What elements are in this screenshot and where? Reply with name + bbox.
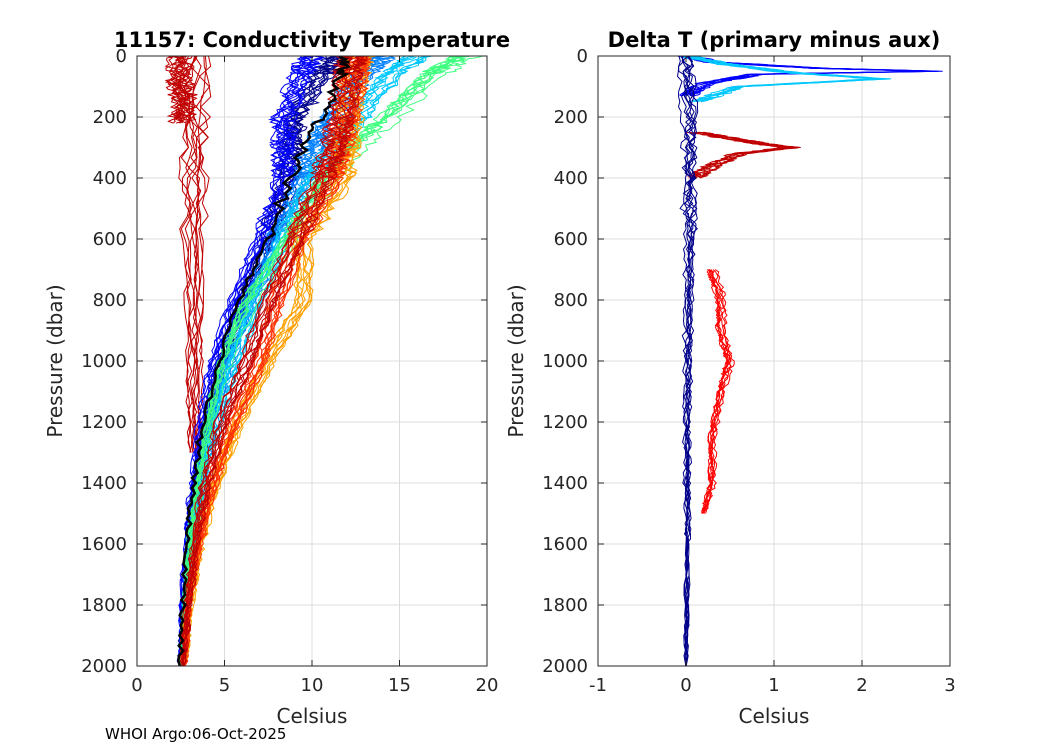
- right-chart-xlabel: Celsius: [739, 704, 810, 728]
- left-chart-ytick-label: 400: [93, 168, 127, 189]
- right-chart-series-line: [684, 56, 881, 103]
- right-chart-ylabel: Pressure (dbar): [504, 284, 528, 437]
- right-chart-series-line: [681, 56, 695, 666]
- right-chart-ytick-label: 1800: [542, 595, 588, 616]
- right-chart-xtick-label: 3: [944, 675, 955, 696]
- right-chart-series-line: [700, 131, 800, 179]
- right-chart-ytick-label: 400: [554, 168, 588, 189]
- left-chart-series-line: [195, 56, 209, 453]
- right-chart-ytick-label: 2000: [542, 656, 588, 677]
- right-chart-ytick-label: 1000: [542, 351, 588, 372]
- left-chart-series-line: [182, 56, 368, 666]
- left-chart-ytick-label: 1600: [81, 534, 127, 555]
- left-chart-ytick-label: 1400: [81, 473, 127, 494]
- left-chart-ytick-label: 600: [93, 229, 127, 250]
- right-chart-ytick-label: 0: [577, 46, 588, 67]
- left-chart-series-line: [180, 56, 192, 453]
- left-chart-series-line: [176, 56, 308, 666]
- right-chart-ytick-label: 1600: [542, 534, 588, 555]
- left-chart-series-line: [181, 56, 349, 666]
- right-chart-series-line: [701, 269, 731, 514]
- panel-right: -1 0 1 2 3 0 200 400 600 800 1000 1200 1400 1600 1800 2…: [504, 28, 956, 728]
- right-chart-series-line: [699, 131, 797, 179]
- left-chart-series-line: [191, 56, 202, 453]
- right-chart-xtick-label: 0: [680, 675, 691, 696]
- left-chart-ytick-label: 1800: [81, 595, 127, 616]
- left-chart-series-line: [164, 56, 181, 124]
- left-chart-series-line: [182, 56, 372, 666]
- left-chart-series-line: [182, 56, 483, 666]
- right-chart-ytick-label: 200: [554, 107, 588, 128]
- left-chart-xlabel: Celsius: [277, 704, 348, 728]
- right-chart-series-line: [684, 56, 697, 666]
- right-chart-xtick-label: -1: [589, 675, 607, 696]
- right-chart-plot-area: [676, 56, 943, 666]
- footer-label: WHOI Argo:06-Oct-2025: [105, 725, 287, 743]
- right-chart-ytick-label: 1200: [542, 412, 588, 433]
- right-chart-series-line: [680, 56, 694, 666]
- left-chart-plot-area: [164, 56, 483, 666]
- left-chart-ytick-label: 800: [93, 290, 127, 311]
- left-chart-series-line: [196, 56, 212, 453]
- right-chart-series-line: [705, 269, 735, 514]
- right-chart-series-line: [678, 56, 692, 666]
- left-chart-xtick-label: 0: [131, 675, 142, 696]
- left-chart-series-line: [182, 56, 368, 666]
- left-chart-series-line: [179, 56, 472, 666]
- right-chart-series-line: [702, 269, 730, 514]
- left-chart-series-line: [168, 56, 183, 124]
- right-chart-series-line: [689, 56, 943, 97]
- left-chart-ytick-label: 0: [116, 46, 127, 67]
- right-chart-series-line: [702, 269, 733, 514]
- left-chart-title: 11157: Conductivity Temperature: [114, 28, 510, 52]
- left-chart-series-line: [179, 56, 354, 666]
- left-chart-xtick-label: 10: [301, 675, 324, 696]
- left-chart-ytick-label: 2000: [81, 656, 127, 677]
- left-chart-xtick-label: 15: [388, 675, 411, 696]
- right-chart-series-line: [692, 56, 883, 103]
- right-chart-xtick-label: 2: [856, 675, 867, 696]
- left-chart-ylabel: Pressure (dbar): [43, 284, 67, 437]
- panel-left: 0 5 10 15 2002004006008001000120014001600180…: [43, 28, 510, 728]
- left-chart-series-line: [177, 56, 351, 666]
- right-chart-ytick-label: 600: [554, 229, 588, 250]
- left-chart-series-line: [173, 56, 187, 124]
- right-chart-ytick-label: 800: [554, 290, 588, 311]
- left-chart-xtick-label: 20: [476, 675, 499, 696]
- right-chart-series-line: [689, 56, 877, 103]
- right-chart-series-line: [698, 131, 801, 179]
- right-chart-series-line: [687, 131, 783, 179]
- right-chart-xtick-label: 1: [768, 675, 779, 696]
- left-chart-ytick-label: 1200: [81, 412, 127, 433]
- left-chart-series-line: [172, 56, 188, 124]
- left-chart-series-line: [179, 56, 346, 666]
- left-chart-series-line: [178, 56, 455, 666]
- left-chart-ytick-label: 200: [93, 107, 127, 128]
- right-chart-ytick-label: 1400: [542, 473, 588, 494]
- left-chart-ytick-label: 1000: [81, 351, 127, 372]
- left-chart-series-line: [178, 56, 193, 453]
- right-chart-title: Delta T (primary minus aux): [608, 28, 941, 52]
- left-chart-xtick-label: 5: [219, 675, 230, 696]
- left-chart-series-line: [183, 56, 197, 453]
- left-chart-series-line: [182, 56, 368, 666]
